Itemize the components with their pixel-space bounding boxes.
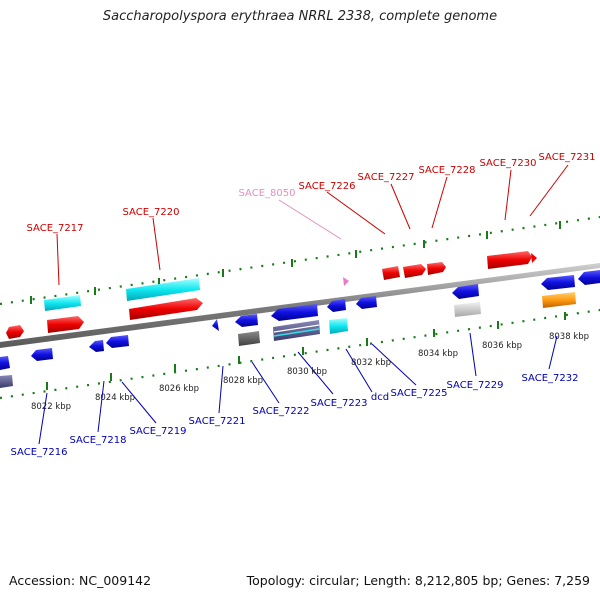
gene-feature-red[interactable] bbox=[382, 266, 400, 280]
scale-tick-label: 8030 kbp bbox=[287, 367, 327, 377]
gene-feature-red[interactable] bbox=[427, 262, 446, 275]
scale-tick-label: 8028 kbp bbox=[223, 376, 263, 386]
gene-feature-blue[interactable] bbox=[235, 314, 258, 327]
gene-label-reverse[interactable]: SACE_7223 bbox=[311, 398, 368, 409]
gene-label-forward[interactable]: SACE_7217 bbox=[27, 223, 84, 234]
accession-label: Accession: NC_009142 bbox=[9, 573, 152, 588]
gene-feature-slate[interactable] bbox=[0, 375, 13, 388]
gene-feature-red-small[interactable] bbox=[531, 253, 537, 263]
leader-line bbox=[152, 217, 161, 271]
scale-tick-label: 8036 kbp bbox=[482, 341, 522, 351]
genome-backbone bbox=[0, 263, 600, 348]
gene-feature-red[interactable] bbox=[403, 264, 426, 278]
stripe bbox=[273, 324, 320, 333]
scale-tick-label: 8026 kbp bbox=[159, 384, 199, 394]
gene-label-forward[interactable]: SACE_7220 bbox=[123, 207, 180, 218]
gene-label-forward[interactable]: SACE_7231 bbox=[539, 152, 596, 163]
gene-label-reverse[interactable]: dcd bbox=[371, 392, 389, 403]
gene-feature-light-grey[interactable] bbox=[454, 302, 481, 317]
gene-feature-blue[interactable] bbox=[327, 299, 346, 312]
scale-tick-label: 8024 kbp bbox=[95, 393, 135, 403]
gene-feature-blue[interactable] bbox=[541, 275, 575, 290]
tick-labels: 8022 kbp 8024 kbp 8026 kbp 8028 kbp 8030 kbp… bbox=[31, 332, 589, 412]
gene-label-reverse[interactable]: SACE_7232 bbox=[522, 373, 579, 384]
scale-tick-label: 8022 kbp bbox=[31, 402, 71, 412]
gene-label-reverse[interactable]: SACE_7221 bbox=[189, 416, 246, 427]
gene-labels[interactable]: SACE_7217SACE_7220SACE_8050SACE_7226SACE… bbox=[11, 152, 596, 458]
gene-feature-blue-small[interactable] bbox=[212, 319, 219, 331]
gene-feature-red[interactable] bbox=[6, 325, 24, 339]
leader-line bbox=[326, 191, 386, 235]
topology-label: Topology: circular; Length: 8,212,805 bp… bbox=[246, 573, 590, 588]
leader-line bbox=[469, 332, 477, 377]
gene-feature-blue[interactable] bbox=[31, 348, 53, 361]
leader-line bbox=[297, 351, 334, 395]
gene-feature-blue[interactable] bbox=[89, 340, 104, 352]
gene-feature-blue[interactable] bbox=[356, 296, 377, 309]
leader-line bbox=[431, 176, 448, 229]
gene-label-reverse[interactable]: SACE_7222 bbox=[253, 406, 310, 417]
leader-line bbox=[345, 348, 373, 393]
gene-feature-striped[interactable] bbox=[273, 320, 320, 341]
label-leader-lines bbox=[38, 164, 569, 445]
leader-line bbox=[218, 365, 224, 414]
gene-feature-blue[interactable] bbox=[106, 335, 129, 348]
gene-label-forward[interactable]: SACE_7230 bbox=[480, 158, 537, 169]
gene-label-reverse[interactable]: SACE_7229 bbox=[447, 380, 504, 391]
scale-tick-label: 8034 kbp bbox=[418, 349, 458, 359]
gene-features[interactable] bbox=[0, 251, 600, 388]
major-ticks bbox=[30, 221, 566, 390]
gene-label-forward[interactable]: SACE_7227 bbox=[358, 172, 415, 183]
gene-label-reverse[interactable]: SACE_7225 bbox=[391, 388, 448, 399]
map-title: Saccharopolyspora erythraea NRRL 2338, c… bbox=[102, 9, 498, 24]
gene-label-forward[interactable]: SACE_8050 bbox=[239, 188, 296, 199]
gene-feature-red[interactable] bbox=[487, 251, 532, 269]
gene-feature-blue[interactable] bbox=[452, 284, 479, 299]
gene-feature-pink-arrow[interactable] bbox=[343, 277, 349, 286]
gene-feature-cyan[interactable] bbox=[44, 295, 81, 311]
gene-feature-cyan-large[interactable] bbox=[126, 278, 200, 301]
leader-line bbox=[38, 392, 48, 445]
gene-feature-red[interactable] bbox=[47, 316, 84, 333]
scale-tick-label: 8032 kbp bbox=[351, 358, 391, 368]
leader-line bbox=[504, 169, 512, 221]
gene-feature-blue[interactable] bbox=[578, 270, 600, 285]
gene-feature-dark-grey[interactable] bbox=[238, 331, 260, 346]
stripe bbox=[273, 328, 320, 337]
gene-feature-cyan[interactable] bbox=[329, 318, 348, 334]
leader-line bbox=[371, 343, 417, 386]
gene-feature-blue-large[interactable] bbox=[271, 304, 318, 321]
scale-tick-label: 8038 kbp bbox=[549, 332, 589, 342]
leader-line bbox=[121, 381, 157, 424]
leader-line bbox=[56, 233, 60, 286]
gene-label-forward[interactable]: SACE_7226 bbox=[299, 181, 356, 192]
leader-line bbox=[548, 335, 558, 370]
gene-label-reverse[interactable]: SACE_7219 bbox=[130, 426, 187, 437]
leader-line bbox=[278, 199, 342, 240]
gene-feature-orange[interactable] bbox=[542, 292, 576, 308]
leader-line bbox=[529, 164, 569, 217]
gene-feature-red-large[interactable] bbox=[129, 298, 203, 320]
gene-label-reverse[interactable]: SACE_7218 bbox=[70, 435, 127, 446]
leader-line bbox=[390, 183, 411, 230]
gene-feature-blue[interactable] bbox=[0, 356, 10, 370]
gene-label-reverse[interactable]: SACE_7216 bbox=[11, 447, 68, 458]
leader-line bbox=[97, 380, 105, 433]
gene-label-forward[interactable]: SACE_7228 bbox=[419, 165, 476, 176]
leader-line bbox=[251, 361, 280, 404]
